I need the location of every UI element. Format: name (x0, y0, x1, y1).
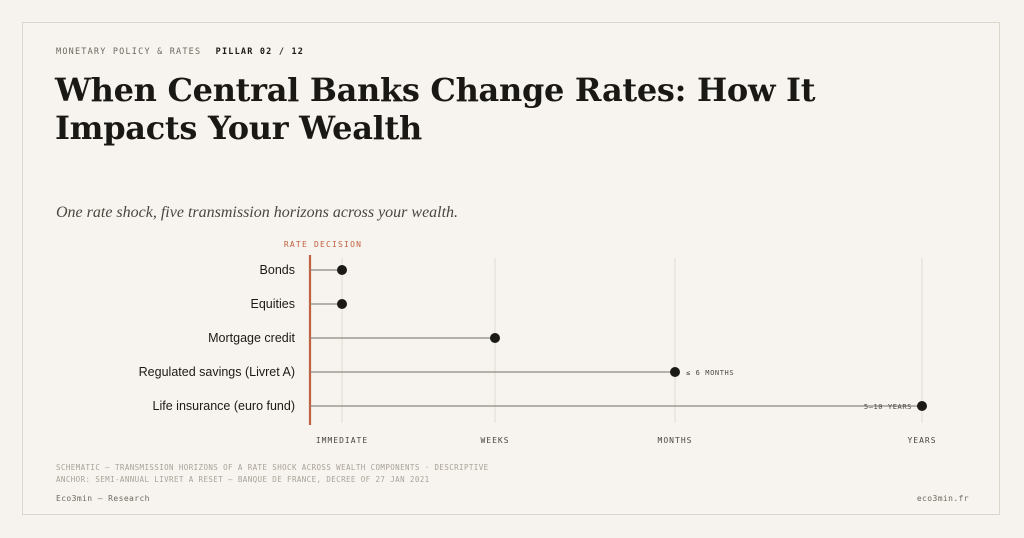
page-title: When Central Banks Change Rates: How It … (55, 71, 816, 147)
brand-label: Eco3min — Research (56, 494, 150, 503)
anchor-note: ANCHOR: SEMI-ANNUAL LIVRET A RESET — BAN… (56, 475, 430, 484)
x-tick-label: YEARS (907, 436, 936, 445)
data-annotation: 5–10 YEARS (864, 403, 912, 411)
category-label: Regulated savings (Livret A) (139, 365, 295, 379)
kicker-label: MONETARY POLICY & RATES (56, 47, 202, 57)
rate-decision-label: RATE DECISION (284, 240, 362, 249)
data-annotation: ≤ 6 MONTHS (686, 369, 734, 377)
site-link[interactable]: eco3min.fr (916, 494, 969, 503)
infographic-card: MONETARY POLICY & RATES PILLAR 02 / 12 W… (22, 22, 1000, 515)
transmission-chart: IMMEDIATE WEEKS MONTHS YEARS RATE DECISION Bo… (139, 240, 936, 445)
horizon-dot (917, 401, 927, 411)
horizon-dot (490, 333, 500, 343)
x-tick-label: MONTHS (658, 436, 693, 445)
horizon-dot (337, 265, 347, 275)
pillar-label: PILLAR 02 / 12 (215, 47, 305, 57)
x-tick-label: IMMEDIATE (316, 436, 368, 445)
methodology-note: SCHEMATIC — TRANSMISSION HORIZONS OF A R… (56, 463, 489, 472)
subtitle: One rate shock, five transmission horizo… (56, 204, 459, 221)
category-label: Bonds (260, 263, 295, 277)
horizon-dot (337, 299, 347, 309)
x-tick-label: WEEKS (480, 436, 509, 445)
horizon-dot (670, 367, 680, 377)
category-label: Equities (251, 297, 295, 311)
category-label: Life insurance (euro fund) (153, 399, 295, 413)
category-label: Mortgage credit (208, 331, 295, 345)
eyebrow: MONETARY POLICY & RATES PILLAR 02 / 12 (56, 47, 304, 57)
